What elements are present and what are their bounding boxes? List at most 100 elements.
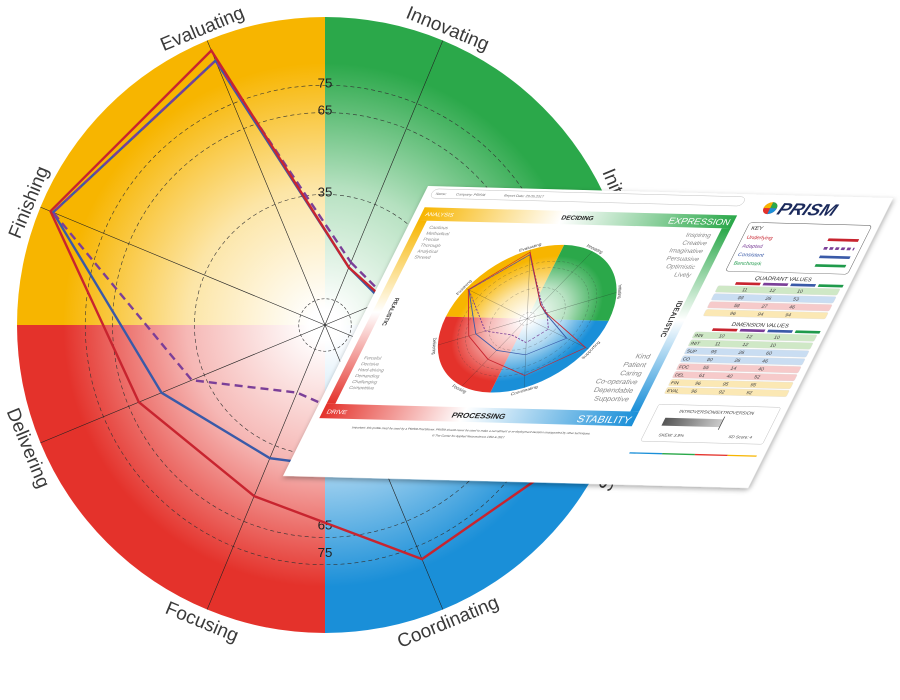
table-row [668,379,794,390]
table-cell: 40 [725,374,734,380]
row-label: CO [681,357,691,363]
trait-word: Methodical [425,231,451,237]
banner-right: STABILITY [574,414,634,426]
table-cell: 95 [721,382,730,388]
table-cell: 92 [717,390,726,396]
trait-word: Creative [681,240,709,247]
trait-word: Imaginative [668,248,705,255]
trait-word: Dependable [592,386,635,395]
table-row [676,363,802,374]
table-row [680,355,806,366]
ring-label: 75 [318,545,333,560]
table-cell: 10 [717,334,726,340]
right-bar [630,228,731,412]
axis-label: Delivering [431,337,437,355]
spoke [324,40,444,326]
row-label: FIN [670,381,681,387]
key-title: KEY [750,226,764,232]
trait-word: Inspiring [684,232,712,239]
spoke [527,249,531,319]
table-cell: 14 [729,366,738,372]
ring [457,261,597,377]
extroversion-bar [661,417,724,428]
table-row [684,347,809,358]
spoke [437,318,528,346]
ring [465,267,590,370]
header-company: Company: PRISM [455,193,486,197]
table-row [692,331,817,342]
table-row [703,309,829,320]
table-cell: 58 [732,303,741,309]
small-wheel: InnovatingInitiatingSupportingCoordinati… [431,242,623,397]
quadrant [17,325,325,633]
trait-word: Optimistic [665,264,698,271]
extroversion-midline [717,416,726,430]
table-cell: 80 [705,357,714,363]
table-cell: 96 [728,311,737,317]
table-cell: 26 [733,358,742,364]
banner-right: EXPRESSION [666,216,732,227]
footer-rule [629,452,663,455]
column-swatch [790,283,817,287]
footer-rule [727,454,757,457]
spoke [40,324,326,444]
table-cell: 94 [784,313,793,319]
banner-center: PROCESSING [450,411,507,420]
spoke [206,324,326,610]
table-cell: 12 [745,334,754,340]
column-swatch [711,328,738,332]
logo-icon [770,202,778,209]
trait-word: Analytical [416,249,439,255]
column-swatch [794,330,821,334]
table-cell: 52 [753,375,762,381]
spoke [527,318,589,349]
table-cell: 55 [701,365,710,371]
key-entry: Underlying [745,235,774,241]
column-swatch [817,284,844,288]
center-ring [519,312,536,326]
table-cell: 92 [745,391,754,397]
table-cell: 61 [698,373,707,379]
axis-label: Initiating [617,284,623,300]
radar-line [468,254,549,344]
trait-word: Persuasive [665,256,701,263]
trait-word: Hard-driving [357,367,386,373]
table-row [711,293,836,304]
header-field [430,188,745,207]
footer-rule [661,453,696,456]
table-cell: 95 [709,350,718,356]
table-cell: 53 [792,297,801,303]
table-title: QUADRANT VALUES [753,276,812,283]
sd-score: SD Score: 4 [728,434,754,439]
trait-word: Shrewd [413,255,432,261]
row-label: EVAL [666,388,681,394]
table-cell: 96 [690,389,699,395]
trait-word: Decisive [360,362,381,368]
row-label: SUP [685,349,697,355]
table-title: DIMENSION VALUES [730,322,790,329]
row-label: FOC [677,365,690,371]
row-label: INIT [689,341,701,347]
column-swatch [762,282,789,287]
quadrant [437,316,528,393]
left-bar [326,220,427,404]
ring-label: 35 [318,184,333,199]
skew: SKEW: 3.9% [658,433,685,438]
trait-word: Lively [673,272,694,279]
footer-text: © The Center for Applied Neuroscience 19… [431,434,505,439]
key-box [726,222,872,275]
column-swatch [767,329,794,333]
quadrant [527,244,617,321]
footer-rule [694,453,728,457]
logo: PRISM [774,199,842,219]
table-cell: 94 [756,312,765,318]
center-ring [298,298,352,352]
axis-label: Evaluating [519,242,542,253]
banner-center: DECIDING [560,215,595,222]
table-cell: 96 [694,381,703,387]
radar-line [51,58,425,425]
table-cell: 10 [796,289,805,295]
key-swatch [827,238,860,242]
trait-word: Forceful [363,356,383,362]
